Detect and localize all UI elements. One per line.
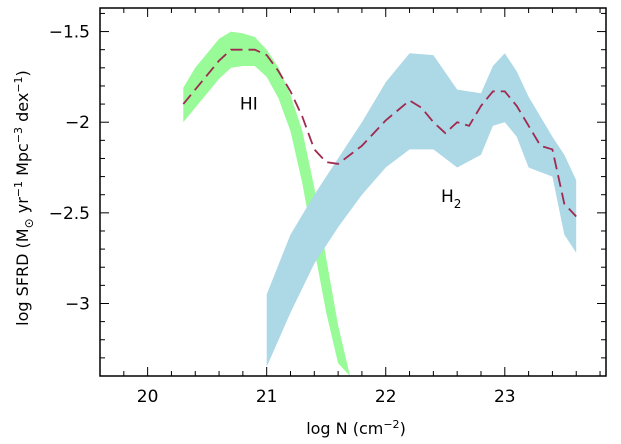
x-tick-label: 23 [494, 387, 516, 407]
annotation-label: HI [240, 95, 258, 115]
plot-frame [99, 7, 607, 377]
y-tick-label: −2.5 [49, 204, 90, 224]
ticks-layer [99, 8, 606, 377]
x-tick-label: 21 [256, 387, 278, 407]
tick-labels-layer: 20 21 22 23 −1.5 −2 −2.5 −3 [49, 23, 516, 407]
y-tick-label: −3 [65, 294, 90, 314]
y-axis-title: log SFRD (M⊙ yr−1 Mpc−3 dex−1) [12, 70, 36, 326]
total-line [182, 48, 577, 218]
annotations-layer: HI H2 [240, 95, 462, 211]
bands-layer [183, 31, 577, 376]
x-tick-label: 22 [375, 387, 397, 407]
lines-layer [182, 48, 577, 218]
h2-band [266, 53, 577, 367]
y-tick-label: −2 [65, 113, 90, 133]
annotation-label: H2 [441, 187, 461, 211]
x-tick-label: 20 [137, 387, 159, 407]
x-axis-title: log N (cm−2) [306, 418, 406, 438]
y-tick-label: −1.5 [49, 23, 90, 43]
